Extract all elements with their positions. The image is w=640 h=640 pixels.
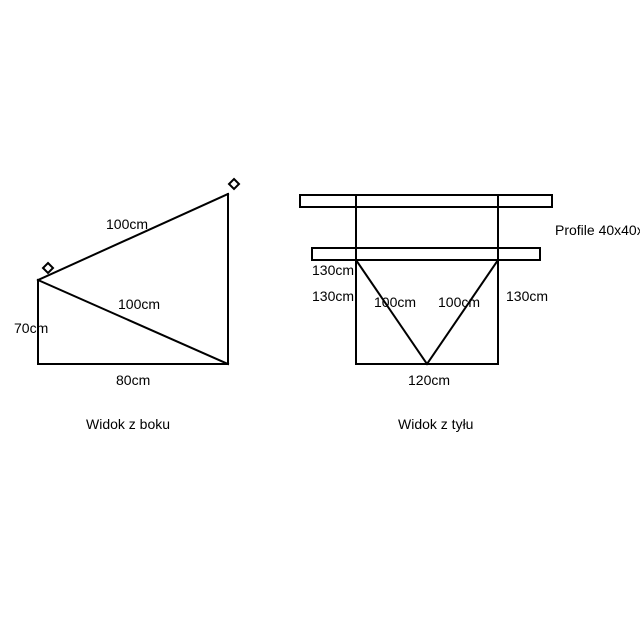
caption-side: Widok z boku [86,416,170,432]
dim-diagonal: 100cm [118,296,160,312]
profile-label: Profile 40x40x2070 [555,222,640,238]
dim-rear-base: 120cm [408,372,450,388]
dim-hypotenuse: 100cm [106,216,148,232]
caption-rear: Widok z tyłu [398,416,473,432]
dim-v-right: 100cm [438,294,480,310]
dim-v-left: 100cm [374,294,416,310]
dim-side-base: 80cm [116,372,150,388]
dim-left-outer: 130cm [312,262,354,278]
technical-drawing [0,0,640,640]
dim-right-outer: 130cm [506,288,548,304]
dim-left-inner: 130cm [312,288,354,304]
dim-left-height: 70cm [14,320,48,336]
